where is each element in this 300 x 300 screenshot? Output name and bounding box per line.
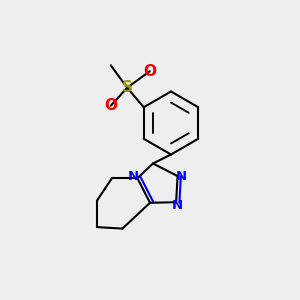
Text: O: O — [143, 64, 156, 79]
Text: N: N — [176, 169, 187, 183]
Text: S: S — [122, 80, 133, 95]
Text: N: N — [128, 170, 140, 183]
Text: N: N — [172, 199, 183, 212]
Text: O: O — [104, 98, 117, 113]
